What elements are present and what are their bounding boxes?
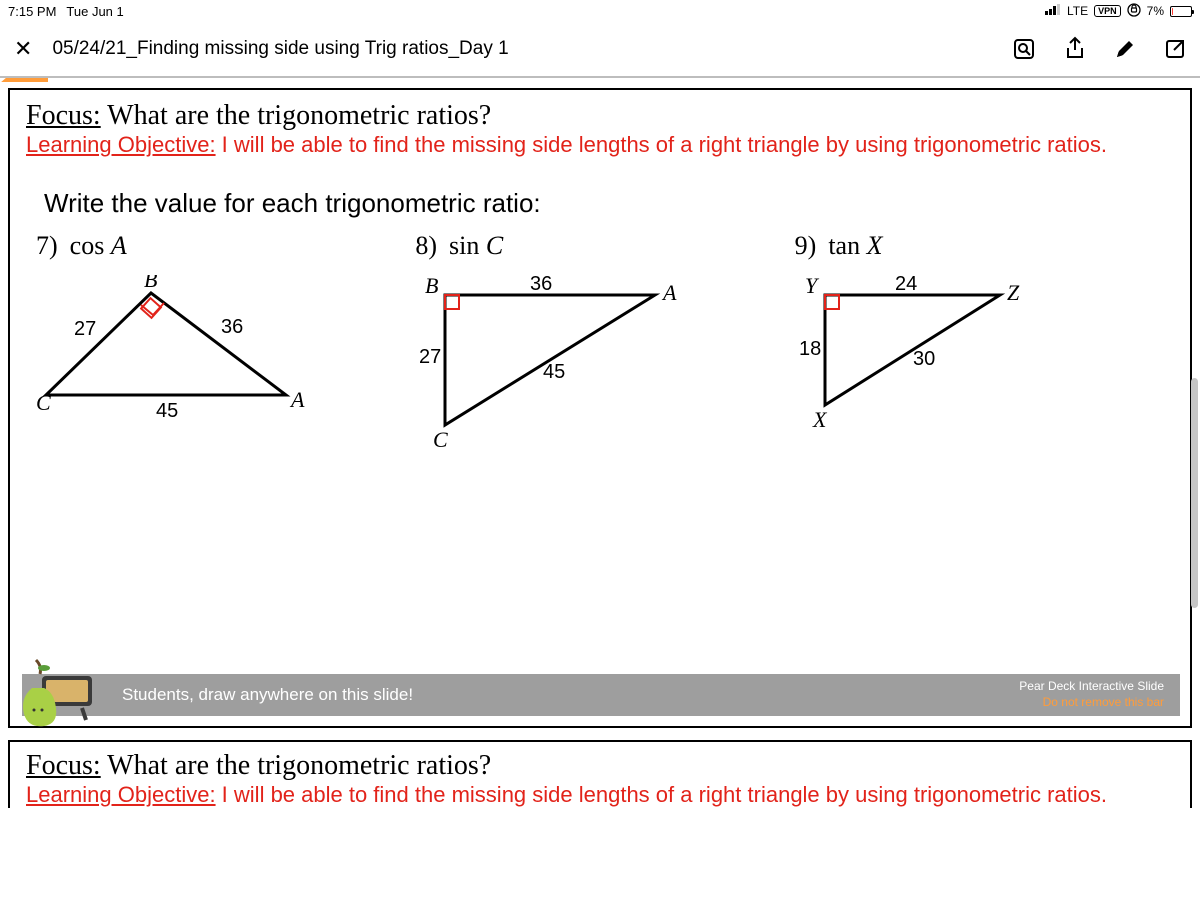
- prob-expr: tan X: [828, 231, 882, 261]
- pear-bar-text: Students, draw anywhere on this slide!: [122, 685, 413, 705]
- side-XZ: 30: [913, 348, 935, 370]
- vertex-A: A: [661, 280, 677, 305]
- problem-8: 8) sin C B A C 36 27 45: [415, 231, 784, 455]
- side-CB: 27: [74, 318, 96, 340]
- edit-icon[interactable]: [1114, 38, 1136, 60]
- instruction-text: Write the value for each trigonometric r…: [44, 188, 1174, 219]
- battery-percent: 7%: [1147, 4, 1164, 18]
- lo-label: Learning Objective:: [26, 132, 216, 157]
- pear-deck-icon: [12, 658, 102, 728]
- share-icon[interactable]: [1064, 36, 1086, 62]
- problem-7: 7) cos A C A B 27 36 45: [36, 231, 405, 455]
- vertex-C: C: [433, 427, 448, 450]
- pear-bar-right1: Pear Deck Interactive Slide: [1019, 679, 1164, 695]
- document-title: 05/24/21_Finding missing side using Trig…: [52, 38, 992, 60]
- side-CA: 45: [156, 400, 178, 422]
- slide-2: Focus: What are the trigonometric ratios…: [8, 740, 1192, 808]
- pear-deck-bar: Students, draw anywhere on this slide! P…: [22, 674, 1180, 716]
- problem-9: 9) tan X Y Z X 24 18 30: [795, 231, 1164, 455]
- open-external-icon[interactable]: [1164, 38, 1186, 60]
- focus-text: What are the trigonometric ratios?: [101, 100, 492, 131]
- prob-num: 7): [36, 231, 58, 261]
- slide-peek: [0, 78, 48, 82]
- side-BC: 27: [419, 346, 441, 368]
- status-time: 7:15 PM: [8, 4, 56, 19]
- focus-label: Focus:: [26, 100, 101, 131]
- document-content[interactable]: Focus: What are the trigonometric ratios…: [0, 78, 1200, 900]
- side-BA: 36: [530, 275, 552, 295]
- triangle-8: B A C 36 27 45: [415, 275, 784, 455]
- vertex-C: C: [36, 390, 51, 415]
- carrier-label: LTE: [1067, 4, 1088, 18]
- close-button[interactable]: ✕: [14, 36, 32, 62]
- focus-text-2: What are the trigonometric ratios?: [101, 750, 492, 781]
- document-toolbar: ✕ 05/24/21_Finding missing side using Tr…: [0, 22, 1200, 76]
- triangle-9: Y Z X 24 18 30: [795, 275, 1164, 440]
- battery-icon: [1170, 6, 1192, 17]
- scrollbar-thumb[interactable]: [1191, 378, 1198, 608]
- prob-num: 9): [795, 231, 817, 261]
- vertex-A: A: [289, 387, 305, 412]
- pear-bar-right2: Do not remove this bar: [1019, 695, 1164, 711]
- signal-icon: [1045, 4, 1061, 18]
- learning-objective: Learning Objective: I will be able to fi…: [26, 132, 1174, 158]
- vertex-Z: Z: [1007, 280, 1020, 305]
- focus-label-2: Focus:: [26, 750, 101, 781]
- lo-text-2: I will be able to find the missing side …: [216, 782, 1107, 807]
- prob-expr: cos A: [70, 231, 127, 261]
- side-YZ: 24: [895, 275, 917, 295]
- triangle-7: C A B 27 36 45: [36, 275, 405, 430]
- prob-num: 8): [415, 231, 437, 261]
- prob-expr: sin C: [449, 231, 503, 261]
- vertex-B: B: [425, 275, 438, 298]
- slide-1: Focus: What are the trigonometric ratios…: [8, 88, 1192, 728]
- lo-label-2: Learning Objective:: [26, 782, 216, 807]
- orientation-lock-icon: [1127, 3, 1141, 20]
- vertex-X: X: [812, 407, 828, 432]
- side-BA: 36: [221, 316, 243, 338]
- status-bar: 7:15 PM Tue Jun 1 LTE VPN 7%: [0, 0, 1200, 22]
- side-CA: 45: [543, 361, 565, 383]
- problems-row: 7) cos A C A B 27 36 45: [26, 231, 1174, 455]
- lo-text: I will be able to find the missing side …: [216, 132, 1107, 157]
- vertex-Y: Y: [805, 275, 820, 298]
- side-YX: 18: [799, 338, 821, 360]
- vpn-badge: VPN: [1094, 5, 1121, 17]
- search-icon[interactable]: [1012, 37, 1036, 61]
- vertex-B: B: [144, 275, 157, 292]
- focus-line: Focus: What are the trigonometric ratios…: [26, 100, 1174, 132]
- status-date: Tue Jun 1: [66, 4, 123, 19]
